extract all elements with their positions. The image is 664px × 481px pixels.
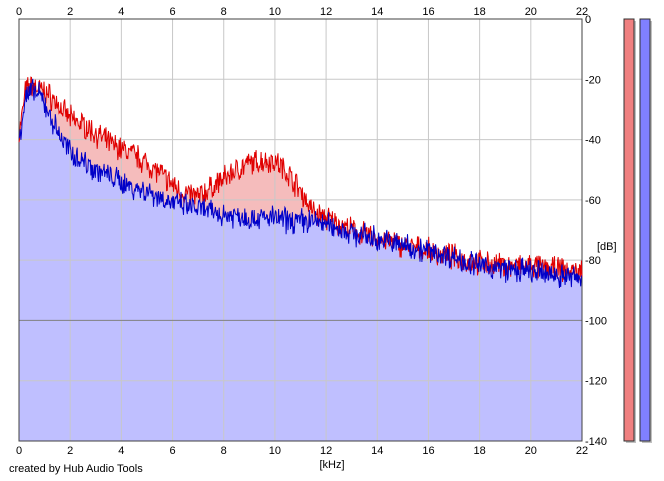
x-axis-label: [kHz] bbox=[319, 459, 344, 471]
x-tick-bottom-18: 18 bbox=[474, 445, 486, 457]
x-tick-top-18: 18 bbox=[474, 6, 486, 18]
y-tick--140: -140 bbox=[585, 436, 607, 448]
level-meter-fill-1 bbox=[640, 19, 650, 441]
x-tick-bottom-12: 12 bbox=[320, 445, 332, 457]
y-axis-ticks: 0 -20 -40 -60 -80 -100 -120 -140 bbox=[585, 14, 607, 448]
credit-text: created by Hub Audio Tools bbox=[9, 463, 143, 475]
x-tick-bottom-10: 10 bbox=[269, 445, 281, 457]
x-tick-bottom-4: 4 bbox=[118, 445, 124, 457]
x-tick-top-16: 16 bbox=[422, 6, 434, 18]
x-tick-top-2: 2 bbox=[67, 6, 73, 18]
x-tick-top-10: 10 bbox=[269, 6, 281, 18]
series-left-line bbox=[18, 76, 583, 283]
y-tick--40: -40 bbox=[585, 135, 601, 147]
x-tick-bottom-20: 20 bbox=[525, 445, 537, 457]
x-tick-bottom-0: 0 bbox=[16, 445, 22, 457]
level-meters bbox=[623, 18, 652, 443]
x-tick-top-12: 12 bbox=[320, 6, 332, 18]
y-tick--120: -120 bbox=[585, 376, 607, 388]
x-tick-top-20: 20 bbox=[525, 6, 537, 18]
level-meter-fill-0 bbox=[624, 19, 634, 441]
x-tick-bottom-6: 6 bbox=[169, 445, 175, 457]
y-tick--60: -60 bbox=[585, 195, 601, 207]
x-tick-bottom-22: 22 bbox=[576, 445, 588, 457]
x-tick-bottom-8: 8 bbox=[221, 445, 227, 457]
x-tick-bottom-16: 16 bbox=[422, 445, 434, 457]
x-tick-top-4: 4 bbox=[118, 6, 124, 18]
x-tick-bottom-2: 2 bbox=[67, 445, 73, 457]
x-tick-top-8: 8 bbox=[221, 6, 227, 18]
spectrum-lines bbox=[18, 76, 583, 289]
x-tick-top-22: 22 bbox=[576, 6, 588, 18]
y-axis-label: [dB] bbox=[597, 241, 617, 253]
y-tick--20: -20 bbox=[585, 74, 601, 86]
x-tick-top-6: 6 bbox=[169, 6, 175, 18]
y-tick--80: -80 bbox=[585, 255, 601, 267]
series-right-line bbox=[18, 78, 583, 289]
plot-frame bbox=[18, 18, 583, 442]
y-tick-0: 0 bbox=[585, 14, 591, 26]
y-tick--100: -100 bbox=[585, 315, 607, 327]
x-tick-bottom-14: 14 bbox=[371, 445, 383, 457]
x-tick-top-0: 0 bbox=[16, 6, 22, 18]
x-tick-top-14: 14 bbox=[371, 6, 383, 18]
